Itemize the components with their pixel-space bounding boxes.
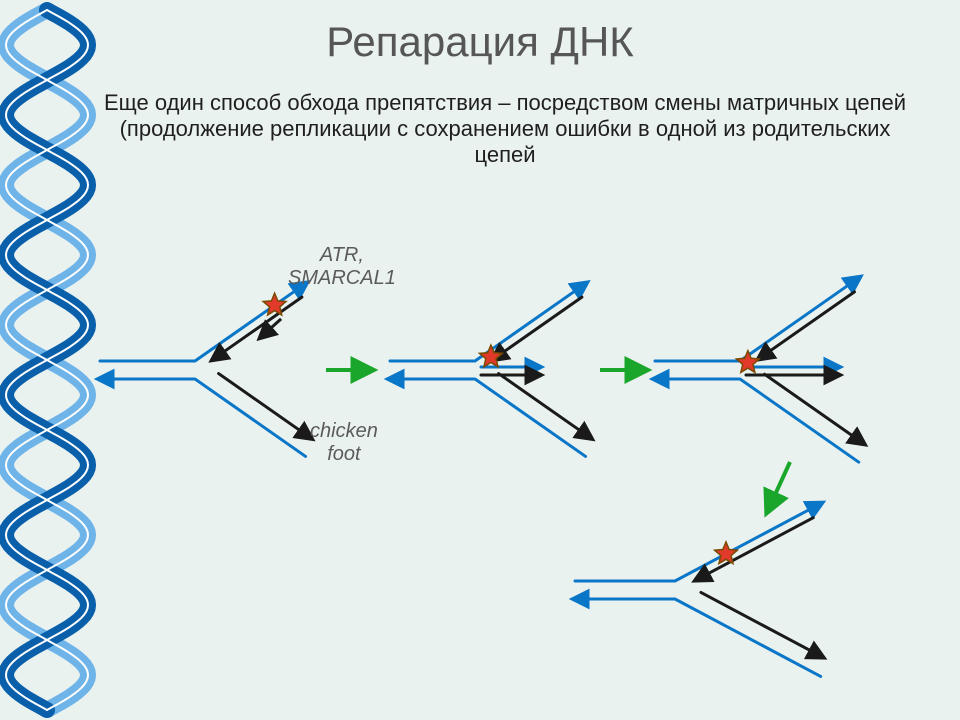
annotation-atr-smarcal1: ATR, SMARCAL1 xyxy=(288,244,396,290)
annotation-atr-line2: SMARCAL1 xyxy=(288,267,396,289)
slide-root: Репарация ДНК Еще один способ обхода пре… xyxy=(0,0,960,720)
annotation-chicken-line2: foot xyxy=(327,443,360,465)
annotation-chicken-foot: chicken foot xyxy=(310,420,378,466)
page-title: Репарация ДНК xyxy=(0,18,960,66)
annotation-chicken-line1: chicken xyxy=(310,420,378,442)
subtitle-text: Еще один способ обхода препятствия – пос… xyxy=(90,90,920,168)
annotation-atr-line1: ATR, xyxy=(320,244,364,266)
